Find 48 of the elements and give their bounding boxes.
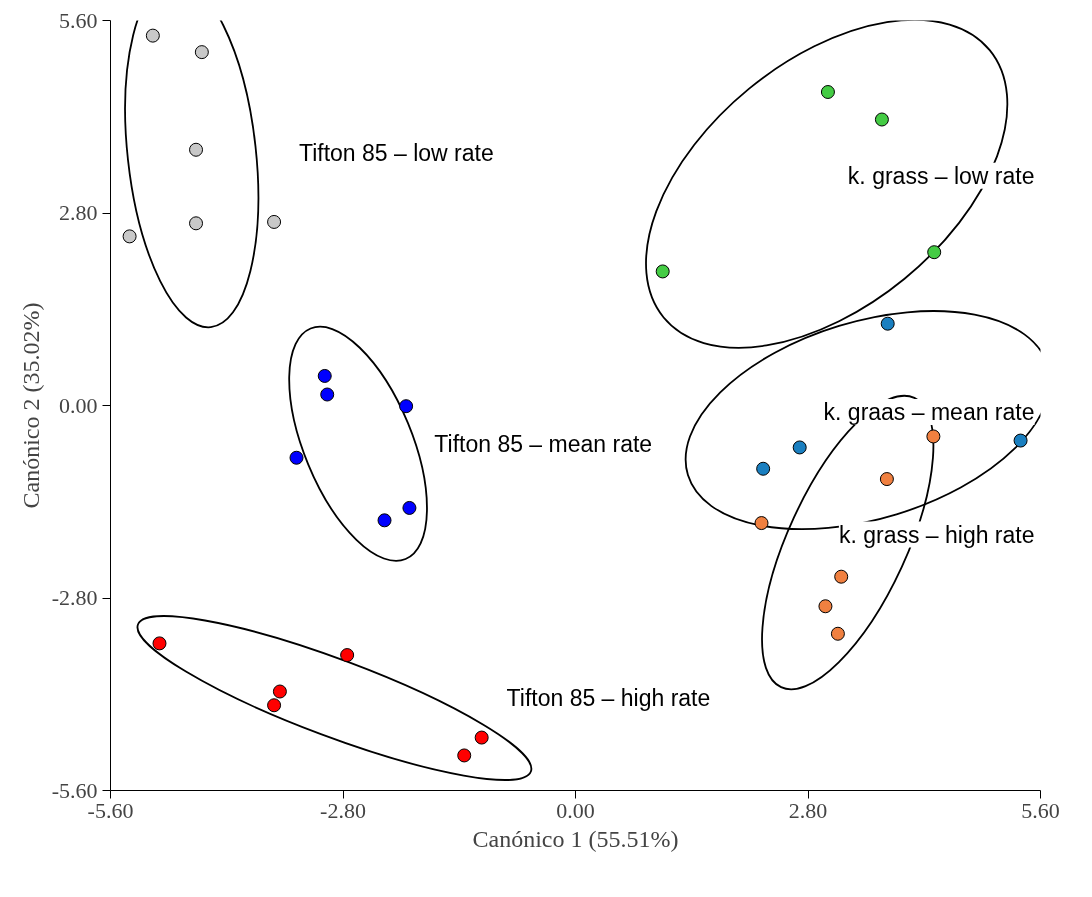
point xyxy=(145,28,160,43)
point xyxy=(834,569,849,584)
point xyxy=(194,45,209,60)
point xyxy=(289,450,304,465)
y-axis-title: Canónico 2 (35.02%) xyxy=(17,302,44,509)
point xyxy=(655,264,670,279)
point xyxy=(267,698,282,713)
point xyxy=(874,112,889,127)
point xyxy=(402,500,417,515)
series-label: Tifton 85 – mean rate xyxy=(434,430,653,457)
series-label: k. grass – high rate xyxy=(838,521,1035,548)
point xyxy=(754,516,769,531)
point xyxy=(399,399,414,414)
point xyxy=(474,730,489,745)
y-tick-label: -2.80 xyxy=(51,585,98,610)
x-axis-title: Canónico 1 (55.51%) xyxy=(472,825,679,852)
point xyxy=(272,684,287,699)
y-tick-label: 2.80 xyxy=(59,200,98,225)
point xyxy=(457,748,472,763)
y-tick-label: 0.00 xyxy=(59,392,98,418)
point xyxy=(267,214,282,229)
point xyxy=(320,387,335,402)
x-tick-label: -2.80 xyxy=(320,797,366,823)
point xyxy=(830,626,845,641)
x-tick-label: 0.00 xyxy=(556,797,595,823)
point xyxy=(377,513,392,528)
point xyxy=(880,316,895,331)
text: Tifton 85 – low rate xyxy=(298,140,494,167)
point xyxy=(152,636,167,651)
point xyxy=(340,648,355,663)
point xyxy=(818,599,833,614)
text: k. grass – low rate xyxy=(847,162,1035,189)
point xyxy=(820,85,835,99)
point xyxy=(1013,433,1028,448)
y-tick-label: 5.60 xyxy=(59,7,98,33)
point xyxy=(189,142,204,157)
point xyxy=(879,472,894,487)
series-label: Tifton 85 – high rate xyxy=(506,685,711,712)
series-label: k. graas – mean rate xyxy=(823,399,1035,426)
point xyxy=(189,216,204,231)
point xyxy=(122,229,137,244)
point xyxy=(317,368,332,383)
point xyxy=(926,429,941,444)
point xyxy=(927,245,942,260)
point xyxy=(792,440,807,455)
x-tick-label: 5.60 xyxy=(1021,797,1060,823)
x-tick-label: 2.80 xyxy=(788,797,828,823)
point xyxy=(756,461,771,476)
